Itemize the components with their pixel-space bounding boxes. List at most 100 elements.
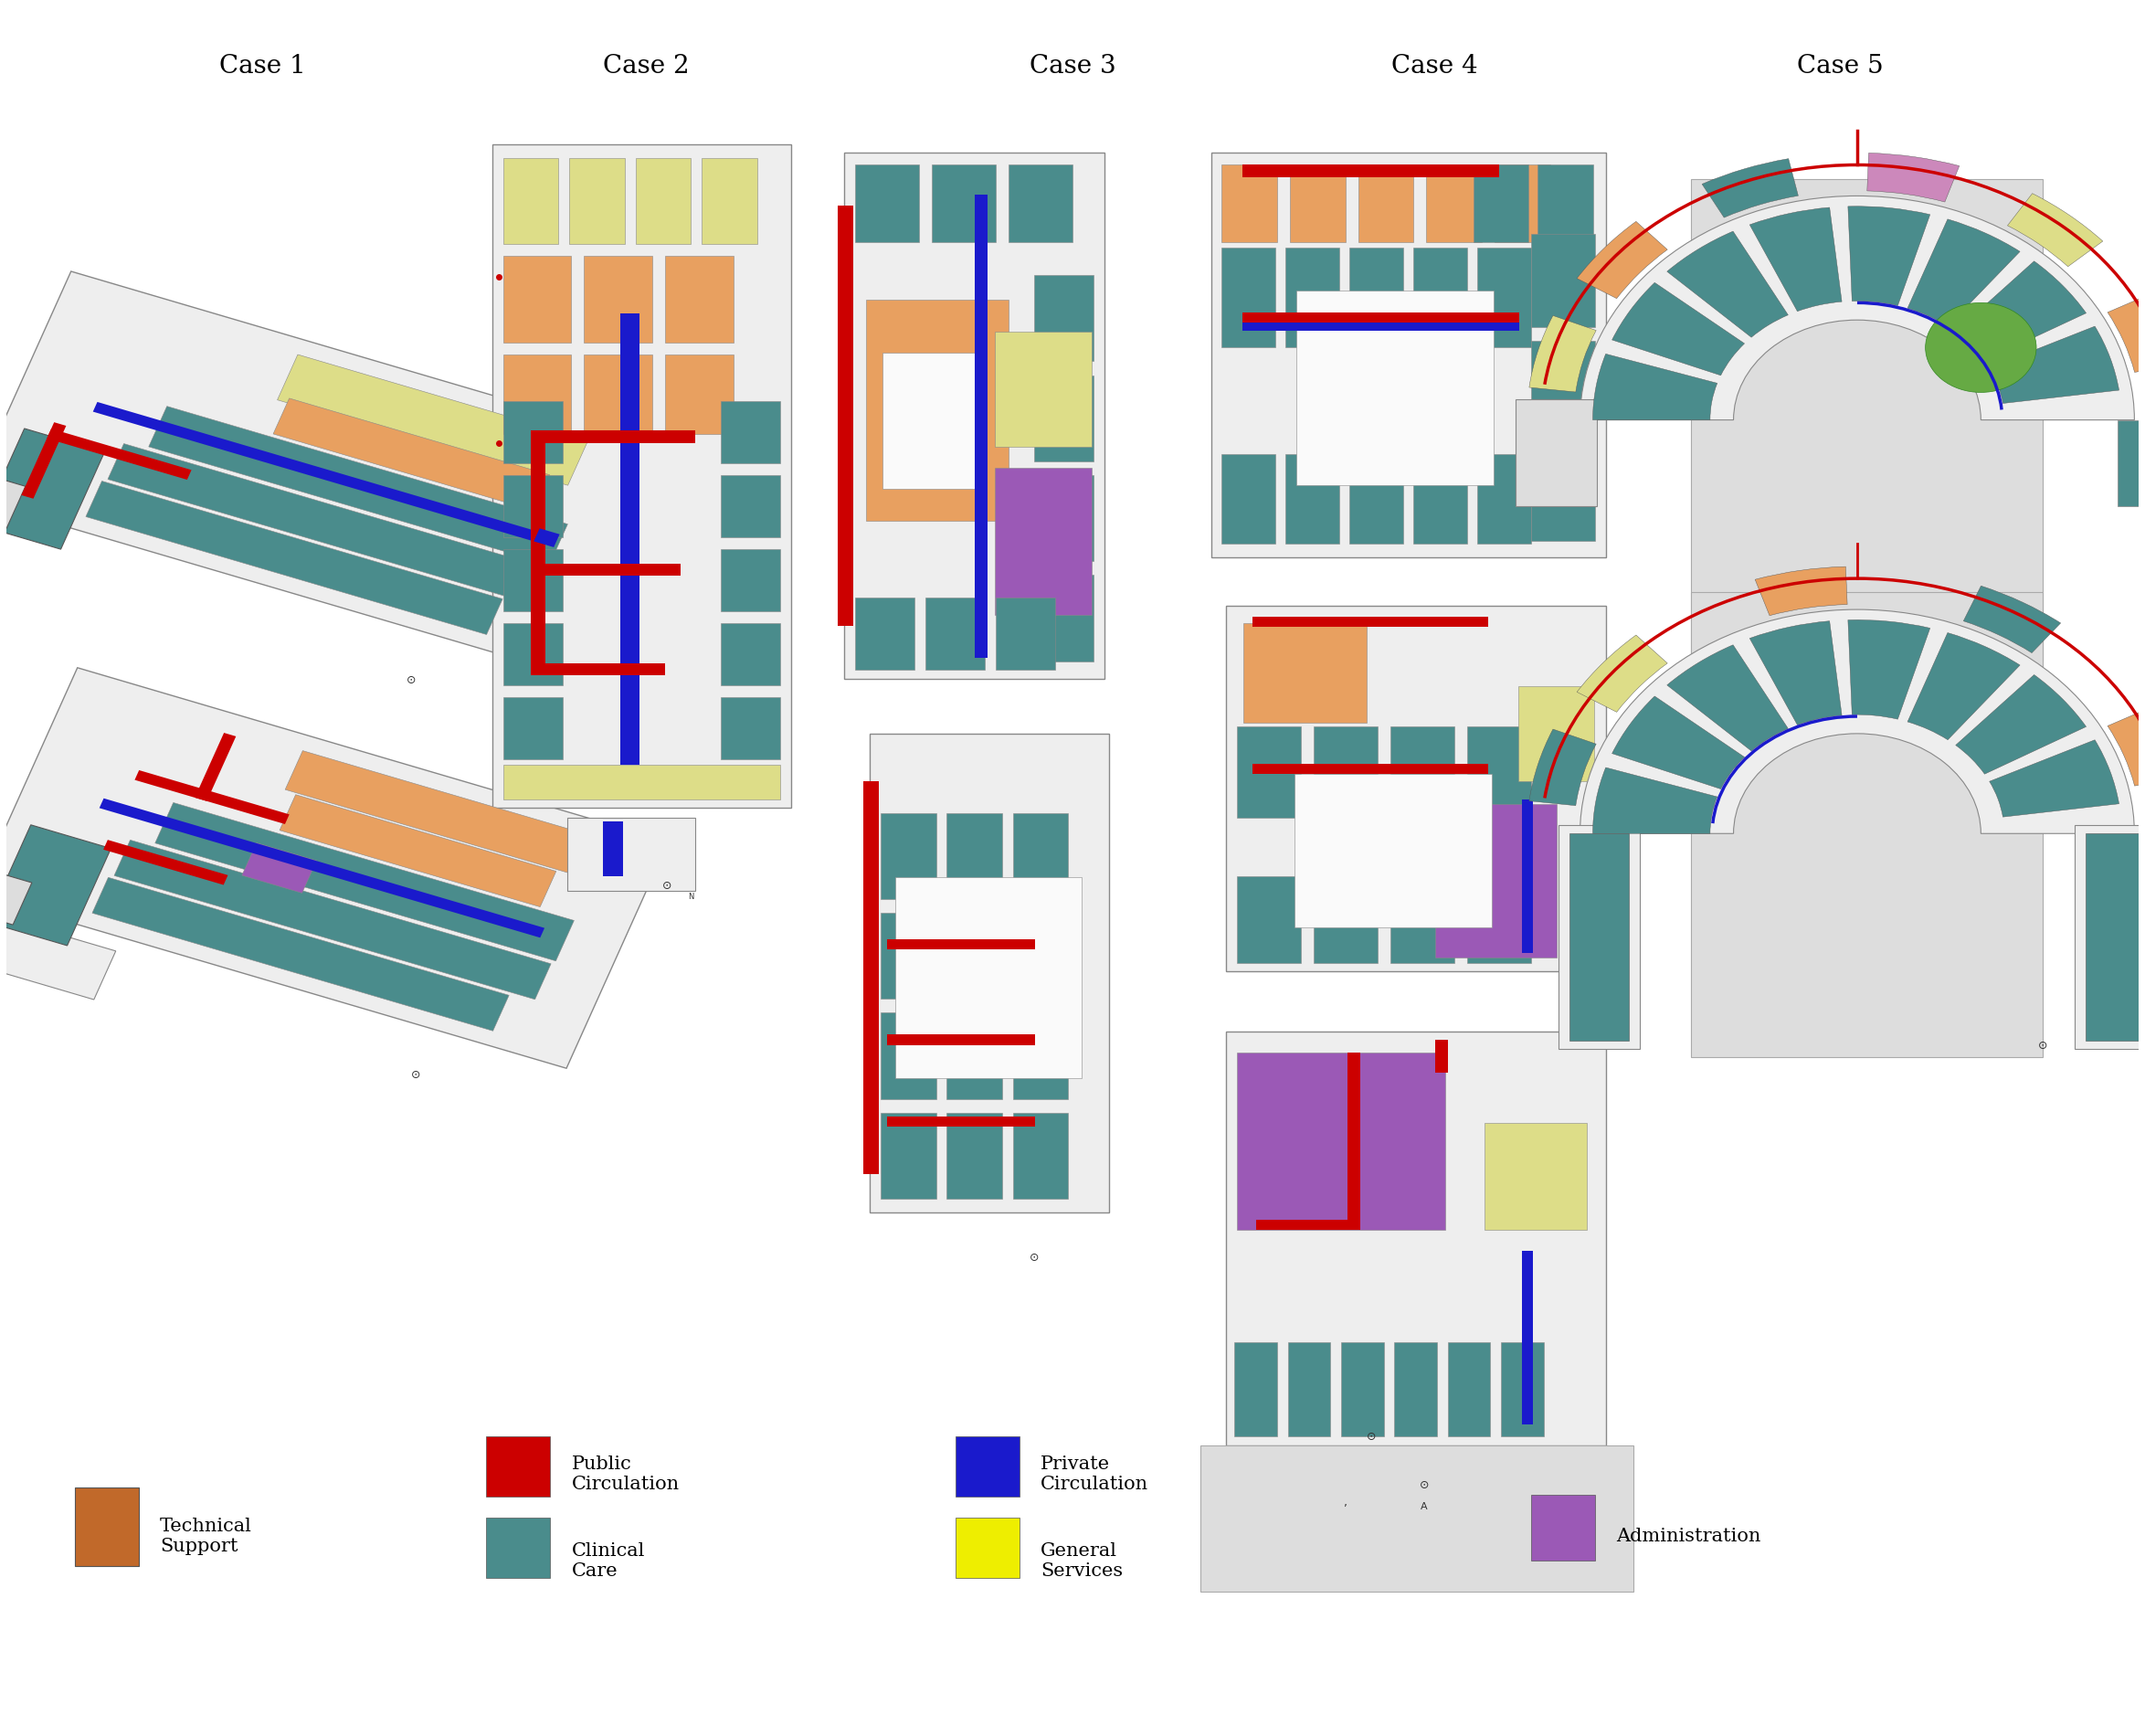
Bar [0, 825, 112, 946]
Bar [721, 623, 781, 686]
Wedge shape [1988, 740, 2119, 818]
Bar [1227, 606, 1607, 972]
Bar [99, 799, 545, 937]
Bar [1495, 165, 1551, 243]
Bar [721, 401, 781, 464]
Bar [1285, 247, 1338, 347]
Bar [0, 915, 116, 1000]
Wedge shape [1956, 675, 2087, 774]
Bar [1532, 1495, 1596, 1561]
Bar [1012, 1113, 1068, 1200]
Bar [1474, 165, 1529, 243]
Wedge shape [1849, 620, 1930, 719]
Wedge shape [2109, 708, 2145, 786]
Bar [1244, 623, 1366, 722]
Text: General
Services: General Services [1040, 1542, 1122, 1580]
Text: ⊙: ⊙ [1366, 1430, 1375, 1443]
Bar [1223, 455, 1274, 543]
Bar [1253, 616, 1489, 627]
Bar [493, 144, 792, 807]
Bar [1559, 825, 1639, 1049]
Bar [974, 194, 987, 658]
Text: N: N [689, 892, 693, 901]
Bar [1358, 165, 1414, 243]
Bar [1242, 165, 1499, 177]
Bar [277, 354, 588, 486]
Bar [1012, 1012, 1068, 1099]
Bar [1502, 1342, 1544, 1437]
Bar [1223, 165, 1276, 243]
Bar [504, 698, 562, 759]
Text: Case 3: Case 3 [1030, 54, 1115, 78]
Bar [1435, 1040, 1448, 1073]
Bar [1242, 312, 1519, 323]
Text: Case 4: Case 4 [1392, 54, 1478, 78]
Wedge shape [1529, 316, 1596, 392]
Bar [1313, 727, 1377, 818]
Bar [884, 352, 982, 490]
Wedge shape [2109, 295, 2145, 372]
Bar [0, 271, 663, 672]
Wedge shape [1594, 354, 1718, 420]
Wedge shape [1701, 158, 1798, 217]
Bar [620, 314, 639, 764]
Text: Case 1: Case 1 [219, 54, 305, 78]
Bar [504, 476, 562, 536]
Bar [242, 844, 317, 892]
Bar [1285, 455, 1338, 543]
Bar [603, 821, 622, 877]
Bar [1478, 455, 1532, 543]
Polygon shape [1690, 592, 2042, 1057]
Bar [532, 443, 545, 675]
Bar [135, 771, 290, 825]
Bar [279, 795, 556, 906]
Bar [1390, 877, 1454, 963]
Bar [946, 1113, 1002, 1200]
Bar [532, 431, 695, 443]
Bar [888, 1035, 1036, 1045]
Bar [856, 597, 914, 670]
Wedge shape [1988, 326, 2119, 403]
Bar [1034, 276, 1094, 361]
Bar [0, 873, 32, 925]
Bar [1484, 1123, 1587, 1231]
Bar [955, 1517, 1019, 1578]
Bar [1570, 833, 1628, 1040]
Bar [532, 663, 665, 675]
Circle shape [1926, 302, 2036, 392]
Bar [1253, 764, 1489, 774]
Bar [924, 597, 985, 670]
Bar [1435, 804, 1557, 958]
Bar [1034, 476, 1094, 561]
Bar [882, 812, 935, 899]
Bar [1349, 455, 1403, 543]
Bar [1289, 165, 1345, 243]
Wedge shape [1755, 566, 1847, 616]
Bar [487, 1437, 549, 1496]
Bar [47, 429, 191, 479]
Text: A: A [1420, 1502, 1429, 1510]
Wedge shape [2008, 193, 2102, 267]
Bar [2117, 420, 2145, 507]
Bar [864, 781, 879, 1174]
Bar [1523, 800, 1534, 953]
Bar [1012, 812, 1068, 899]
Bar [1532, 340, 1596, 434]
Bar [532, 564, 680, 575]
Bar [1034, 575, 1094, 661]
Bar [487, 1517, 549, 1578]
Bar [1236, 1342, 1276, 1437]
Wedge shape [1581, 196, 2134, 420]
Bar [1532, 234, 1596, 326]
Bar [504, 549, 562, 611]
Bar [148, 406, 568, 564]
Bar [2074, 825, 2145, 1049]
Bar [1394, 1342, 1437, 1437]
Bar [86, 481, 502, 635]
Bar [1414, 247, 1467, 347]
Text: Public
Circulation: Public Circulation [571, 1457, 680, 1493]
Wedge shape [1613, 696, 1744, 788]
Bar [1517, 399, 1598, 507]
Bar [1538, 165, 1594, 243]
Bar [1293, 774, 1491, 927]
